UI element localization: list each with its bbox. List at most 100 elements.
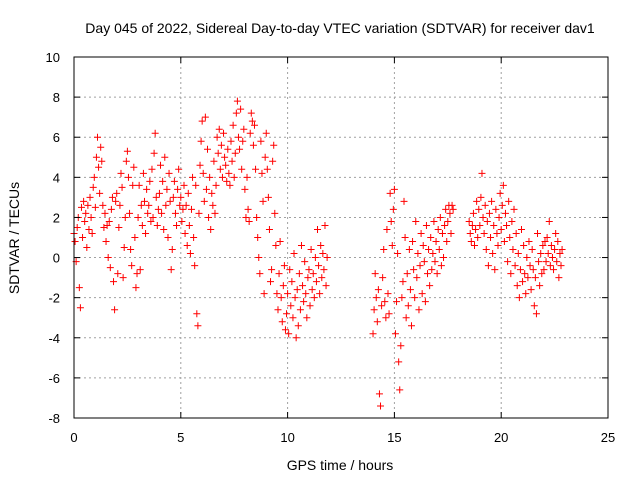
data-point: [397, 342, 405, 350]
data-point: [112, 197, 120, 205]
data-point: [432, 238, 440, 246]
data-point: [202, 185, 210, 193]
data-point: [488, 197, 496, 205]
data-point: [191, 262, 199, 270]
data-point: [528, 246, 536, 254]
data-point: [178, 217, 186, 225]
data-point: [406, 286, 414, 294]
data-point: [146, 177, 154, 185]
data-point: [294, 322, 302, 330]
x-tick-label: 5: [177, 430, 184, 445]
data-point: [129, 181, 137, 189]
data-point: [239, 137, 247, 145]
data-point: [288, 278, 296, 286]
data-point: [306, 302, 314, 310]
data-point: [133, 270, 141, 278]
data-point: [476, 221, 484, 229]
data-point: [402, 314, 410, 322]
data-point: [228, 157, 236, 165]
data-point: [207, 225, 215, 233]
data-point: [223, 177, 231, 185]
data-point: [395, 358, 403, 366]
data-point: [159, 177, 167, 185]
data-point: [209, 201, 217, 209]
data-point: [256, 270, 264, 278]
data-point: [309, 270, 317, 278]
plot-frame: [73, 56, 609, 419]
data-point: [270, 141, 278, 149]
x-tick-label: 0: [70, 430, 77, 445]
data-point: [548, 254, 556, 262]
data-point: [435, 246, 443, 254]
data-point: [186, 250, 194, 258]
data-point: [531, 274, 539, 282]
data-point: [208, 189, 216, 197]
data-point: [320, 266, 328, 274]
data-point: [433, 270, 441, 278]
data-point: [520, 242, 528, 250]
data-point: [415, 306, 423, 314]
data-point: [437, 262, 445, 270]
data-point: [478, 169, 486, 177]
data-point: [490, 221, 498, 229]
data-point: [371, 270, 379, 278]
data-point: [142, 229, 150, 237]
data-point: [231, 149, 239, 157]
data-point: [166, 197, 174, 205]
data-point: [287, 302, 295, 310]
data-point: [145, 201, 153, 209]
data-point: [135, 181, 143, 189]
data-point: [400, 197, 408, 205]
data-point: [484, 262, 492, 270]
data-point: [91, 203, 99, 211]
data-point: [153, 221, 161, 229]
data-point: [217, 141, 225, 149]
data-point: [247, 109, 255, 117]
data-point: [248, 117, 256, 125]
data-point: [489, 250, 497, 258]
data-point: [409, 238, 417, 246]
data-point: [206, 173, 214, 181]
data-point: [93, 133, 101, 141]
data-point: [167, 266, 175, 274]
data-point: [128, 262, 136, 270]
data-point: [274, 306, 282, 314]
data-point: [300, 298, 308, 306]
data-point: [469, 209, 477, 217]
data-point: [378, 302, 386, 310]
data-point: [97, 143, 105, 151]
data-point: [370, 306, 378, 314]
data-point: [419, 242, 427, 250]
data-point: [497, 225, 505, 233]
data-point: [539, 242, 547, 250]
data-point: [245, 217, 253, 225]
data-point: [229, 121, 237, 129]
data-point: [494, 242, 502, 250]
data-point: [295, 270, 303, 278]
data-point: [269, 157, 277, 165]
data-point: [253, 213, 261, 221]
data-point: [483, 217, 491, 225]
data-point: [243, 173, 251, 181]
data-point: [500, 238, 508, 246]
data-point: [512, 229, 520, 237]
data-point: [516, 266, 524, 274]
data-point: [521, 270, 529, 278]
data-point: [414, 250, 422, 258]
data-point: [526, 262, 534, 270]
data-point: [177, 193, 185, 201]
grid: [74, 57, 608, 418]
data-point: [161, 153, 169, 161]
data-point: [308, 286, 316, 294]
data-point: [87, 213, 95, 221]
data-point: [240, 125, 248, 133]
data-point: [182, 201, 190, 209]
data-point: [429, 250, 437, 258]
data-point: [236, 145, 244, 153]
data-point: [198, 117, 206, 125]
data-point: [374, 286, 382, 294]
data-point: [382, 314, 390, 322]
data-point: [421, 298, 429, 306]
data-point: [303, 314, 311, 322]
data-point: [205, 213, 213, 221]
